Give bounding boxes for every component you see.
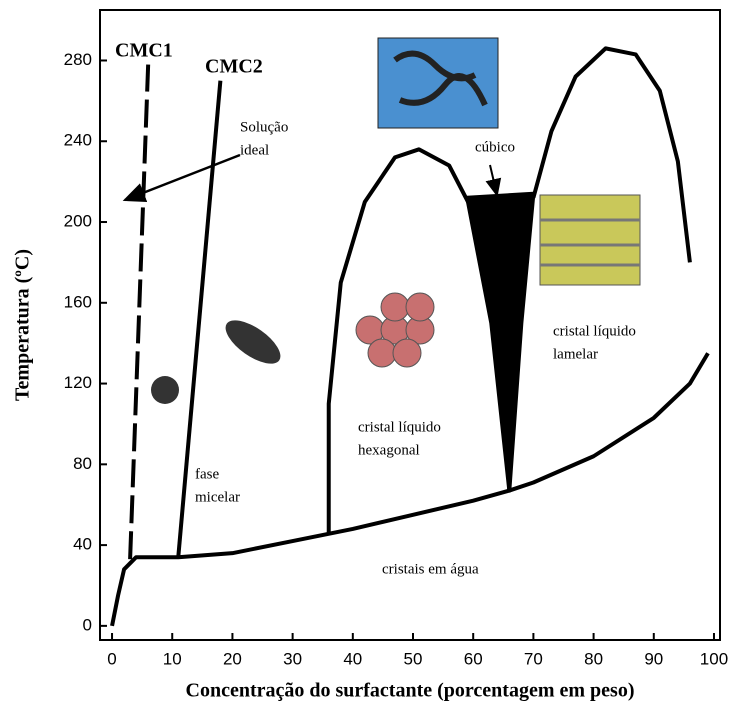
curve bbox=[178, 81, 220, 558]
x-tick-label: 100 bbox=[700, 649, 728, 668]
y-tick-label: 200 bbox=[64, 212, 92, 231]
annotation: CMC1 bbox=[115, 40, 173, 62]
annotation: hexagonal bbox=[358, 442, 420, 458]
annotation: cristais em água bbox=[382, 561, 479, 577]
x-tick-label: 80 bbox=[584, 649, 603, 668]
annotation: cristal líquido bbox=[553, 323, 636, 339]
x-tick-label: 40 bbox=[343, 649, 362, 668]
y-tick-label: 0 bbox=[83, 615, 92, 634]
curve bbox=[130, 65, 148, 560]
x-tick-label: 70 bbox=[524, 649, 543, 668]
x-tick-label: 0 bbox=[107, 649, 116, 668]
y-tick-label: 160 bbox=[64, 292, 92, 311]
x-tick-label: 90 bbox=[644, 649, 663, 668]
x-tick-label: 20 bbox=[223, 649, 242, 668]
annotation: micelar bbox=[195, 489, 240, 505]
annotation: Solução bbox=[240, 119, 288, 135]
y-tick-label: 80 bbox=[73, 454, 92, 473]
annotation: cúbico bbox=[475, 139, 515, 155]
annotation: CMC2 bbox=[205, 56, 263, 78]
y-axis-label: Temperatura (ºC) bbox=[12, 249, 34, 401]
x-tick-label: 10 bbox=[163, 649, 182, 668]
y-tick-label: 120 bbox=[64, 373, 92, 392]
y-tick-label: 40 bbox=[73, 535, 92, 554]
area bbox=[467, 194, 533, 491]
x-tick-label: 50 bbox=[404, 649, 423, 668]
y-tick-label: 240 bbox=[64, 131, 92, 150]
annotation: cristal líquido bbox=[358, 419, 441, 435]
x-axis-label: Concentração do surfactante (porcentagem… bbox=[186, 680, 635, 702]
chart: Concentração do surfactante (porcentagem… bbox=[0, 0, 731, 708]
annotation: lamelar bbox=[553, 346, 598, 362]
y-tick-label: 280 bbox=[64, 50, 92, 69]
x-tick-label: 30 bbox=[283, 649, 302, 668]
annotation: fase bbox=[195, 466, 219, 482]
x-tick-label: 60 bbox=[464, 649, 483, 668]
annotation: ideal bbox=[240, 142, 269, 158]
